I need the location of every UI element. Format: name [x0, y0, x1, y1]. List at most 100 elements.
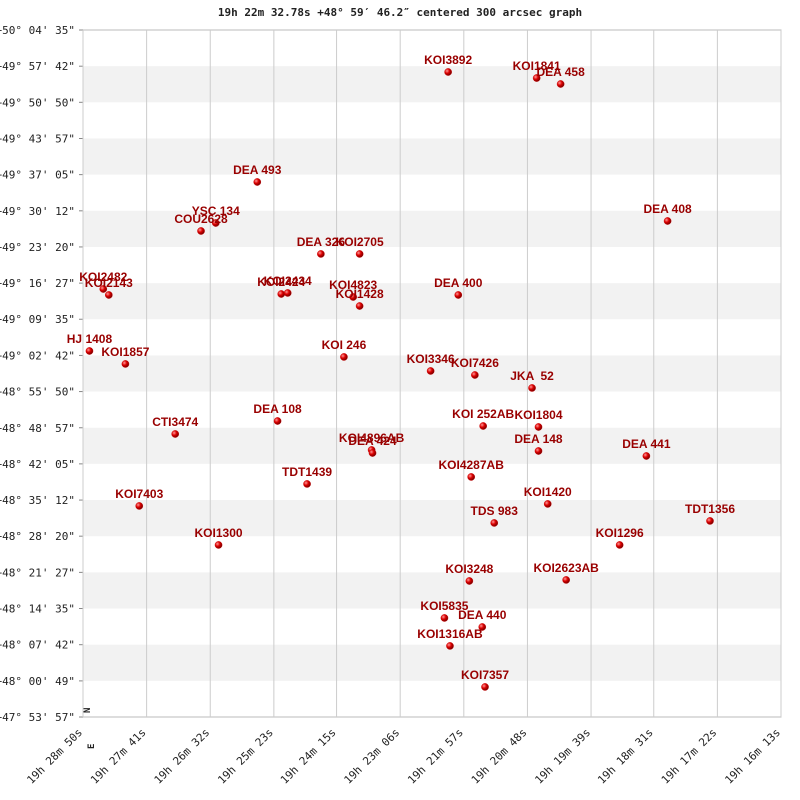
star-point [478, 623, 487, 631]
star-point [277, 290, 286, 298]
x-tick-label: 19h 19m 39s [532, 726, 593, 787]
star-point [556, 80, 565, 88]
star-label: DEA 424 [348, 434, 397, 448]
star-label: HJ 1408 [67, 332, 113, 346]
star-point [171, 430, 180, 438]
star-label: YSC 134 [192, 204, 240, 218]
star-label: TDT1356 [685, 502, 735, 516]
y-tick-label: +49° 30' 12" [0, 205, 75, 218]
star-point [532, 74, 541, 82]
star-label: KOI3248 [445, 562, 493, 576]
star-point [663, 217, 672, 225]
star-point [349, 293, 357, 301]
y-tick-label: +49° 09' 35" [0, 313, 75, 326]
star-point [355, 302, 364, 310]
star-label: KOI1841 [513, 59, 561, 73]
star-point [283, 289, 292, 297]
star-label: KOI1316AB [417, 627, 483, 641]
star-point [534, 447, 543, 455]
y-tick-label: +49° 16' 27" [0, 277, 75, 290]
star-label: DEA 108 [253, 402, 302, 416]
star-point [105, 291, 113, 299]
y-tick-label: +48° 07' 42" [0, 639, 75, 652]
x-tick-label: 19h 16m 13s [722, 726, 783, 787]
x-tick-label: 19h 28m 50s [24, 726, 85, 787]
y-tick-label: +49° 57' 42" [0, 60, 75, 73]
star-point [253, 178, 262, 186]
star-label: KOI7357 [461, 668, 509, 682]
grid-band [83, 572, 781, 609]
star-label: DEA 400 [434, 276, 483, 290]
star-label: KOI 246 [322, 338, 367, 352]
star-point [481, 683, 489, 691]
star-point [706, 517, 714, 525]
star-point [426, 367, 435, 375]
y-tick-label: +48° 35' 12" [0, 494, 75, 507]
star-label: KOI3892 [424, 53, 472, 67]
star-label: KOI1857 [101, 345, 149, 359]
star-point [368, 449, 377, 457]
star-point [444, 68, 452, 76]
grid-band [83, 500, 781, 537]
x-tick-label: 19h 25m 23s [215, 726, 276, 787]
y-tick-label: +47° 53' 57" [0, 711, 75, 724]
star-point [99, 285, 108, 293]
star-label: COU2628 [174, 212, 228, 226]
star-label: KOI1804 [514, 408, 562, 422]
star-point [121, 360, 130, 368]
star-label: KOI1428 [336, 287, 384, 301]
y-tick-label: +48° 00' 49" [0, 675, 75, 688]
y-tick-label: +49° 43' 57" [0, 133, 75, 146]
y-tick-label: +49° 23' 20" [0, 241, 75, 254]
star-label: DEA 408 [643, 202, 692, 216]
y-tick-label: +48° 55' 50" [0, 386, 75, 399]
star-label: KOI5835 [420, 599, 468, 613]
star-label: KOI4896AB [339, 431, 405, 445]
star-label: KOI1296 [596, 526, 644, 540]
chart-title: 19h 22m 32.78s +48° 59′ 46.2″ centered 3… [218, 6, 582, 19]
star-point [340, 353, 348, 361]
star-point [543, 500, 552, 508]
y-tick-label: +48° 28' 20" [0, 530, 75, 543]
y-tick-label: +49° 02' 42" [0, 349, 75, 362]
star-label: DEA 458 [537, 65, 586, 79]
star-point [446, 642, 454, 650]
grid-band [83, 644, 781, 681]
star-point [211, 219, 220, 227]
y-tick-label: +48° 21' 27" [0, 566, 75, 579]
x-tick-label: 19h 20m 48s [469, 726, 530, 787]
star-point [465, 577, 474, 585]
y-tick-label: +50° 04' 35" [0, 24, 75, 37]
star-label: DEA 493 [233, 163, 282, 177]
y-tick-label: +49° 37' 05" [0, 169, 75, 182]
star-label: DEA 441 [622, 437, 671, 451]
star-point [135, 502, 144, 510]
star-label: DEA 326 [297, 235, 346, 249]
star-point [490, 519, 499, 527]
star-label: KOI2482 [79, 270, 127, 284]
grid-band [83, 66, 781, 103]
star-point [273, 417, 282, 425]
star-label: KOI7426 [451, 356, 499, 370]
grid-band [83, 427, 781, 464]
y-tick-label: +48° 42' 05" [0, 458, 75, 471]
star-point [528, 384, 536, 392]
star-label: KOI 252AB [452, 407, 514, 421]
star-point [479, 422, 487, 430]
star-label: KOI2143 [85, 276, 133, 290]
star-label: KOI2705 [336, 235, 384, 249]
star-label: KOI3346 [407, 352, 455, 366]
compass-east: E [87, 744, 97, 749]
y-tick-label: +48° 48' 57" [0, 422, 75, 435]
star-point [197, 227, 205, 235]
star-point [534, 423, 543, 431]
y-tick-label: +48° 14' 35" [0, 602, 75, 615]
star-label: DEA 148 [514, 432, 563, 446]
star-label: KOI2424 [257, 275, 305, 289]
x-tick-label: 19h 21m 57s [405, 726, 466, 787]
star-point [355, 250, 364, 258]
star-point [303, 480, 311, 488]
star-label: KOI1420 [524, 485, 572, 499]
star-label: KOI4287AB [439, 458, 505, 472]
